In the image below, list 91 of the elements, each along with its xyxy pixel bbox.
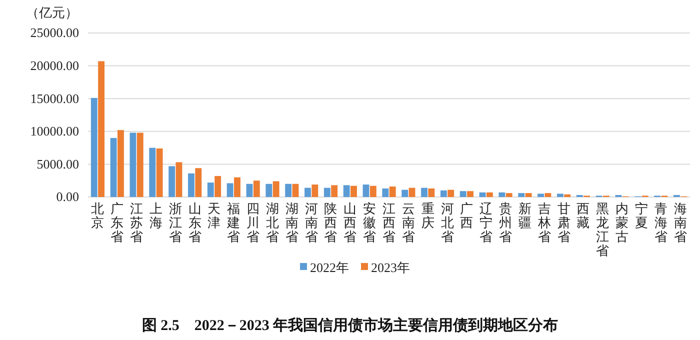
bar [110,138,117,197]
x-tick-label: 江西省 [382,201,396,244]
bar [272,181,280,197]
y-tick-label: 0.00 [56,189,79,204]
bar [234,177,240,197]
x-tick-label: 甘肃省 [557,201,570,244]
bar [564,194,571,197]
x-tick-label: 安徽省 [363,201,376,244]
x-tick-label: 青海省 [654,201,668,244]
bar [207,182,214,197]
bar [421,188,428,197]
x-tick-label: 宁夏 [634,201,648,230]
x-tick-label: 北京 [91,201,104,230]
bar [362,184,370,197]
bar [214,176,222,197]
bar [304,188,311,197]
bar [331,185,338,197]
x-tick-label: 辽宁省 [480,201,493,244]
bar [130,132,136,197]
x-tick-label: 陕西省 [324,201,338,244]
x-tick-label: 浙江省 [168,201,182,244]
x-tick-label: 重庆 [421,201,434,230]
x-tick-label: 新疆 [518,201,532,230]
bar [538,194,544,197]
bar [285,184,292,197]
bar [402,190,408,197]
x-tick-label: 黑龙江省 [596,201,610,258]
bar [544,193,552,197]
bar [518,193,525,197]
x-tick-label: 山东省 [188,201,202,244]
y-tick-label: 15000.00 [30,90,79,106]
bar [292,184,299,197]
x-tick-label: 海南省 [674,201,687,244]
bar [556,194,564,197]
x-tick-label: 四川省 [246,201,260,244]
bar [350,186,357,197]
bar [117,130,124,197]
bar [226,183,234,197]
bar [188,173,194,197]
bar [149,148,156,197]
bar [324,188,330,197]
bar [98,61,105,197]
x-tick-label: 上海 [149,201,162,230]
x-tick-label: 河南省 [304,201,318,244]
bar [408,188,416,197]
bar [266,184,272,197]
bar [448,190,454,197]
y-tick-label: 5000.00 [36,156,79,172]
bar [195,168,202,197]
x-tick-label: 西藏 [576,201,590,230]
bar [440,190,447,197]
bar [389,186,396,197]
bar [370,186,376,197]
bar [90,98,98,197]
bar [460,191,466,197]
x-tick-label: 吉林省 [536,201,551,244]
x-tick-label: 天津 [208,201,221,230]
y-axis-title: （亿元） [26,5,78,20]
bar [498,192,506,197]
bar [156,148,163,197]
bar [486,192,493,197]
y-tick-label: 20000.00 [30,58,79,73]
x-tick-label: 广东省 [110,201,124,244]
bar [136,132,144,197]
bar [525,193,532,197]
x-tick-label: 湖南省 [285,201,298,244]
y-tick-label: 10000.00 [30,124,79,139]
x-tick-label: 广西 [460,201,474,230]
bar [168,166,176,197]
text: 图 2.5 2022－2023 年我国信用债市场主要信用债到期地区分布 [142,316,558,334]
bar [428,188,435,197]
legend-label: 2022年 [310,260,349,275]
x-tick-label: 河北省 [440,201,454,244]
bar [253,180,260,197]
x-tick-label: 福建省 [226,201,240,244]
bar [312,184,318,197]
x-tick-label: 云南省 [402,201,415,244]
legend-label: 2023年 [371,260,410,275]
bar [246,184,253,197]
bar [479,192,486,197]
x-tick-label: 江苏省 [130,201,144,244]
x-tick-label: 内蒙古 [616,201,629,244]
x-tick-label: 湖北省 [266,201,279,244]
bar [467,191,474,197]
bar [382,188,389,197]
x-tick-label: 山西省 [344,201,357,244]
x-tick-label: 贵州省 [499,201,512,244]
bar [176,162,182,197]
bar [343,185,350,197]
bar [506,193,512,197]
y-tick-label: 25000.00 [30,25,79,40]
